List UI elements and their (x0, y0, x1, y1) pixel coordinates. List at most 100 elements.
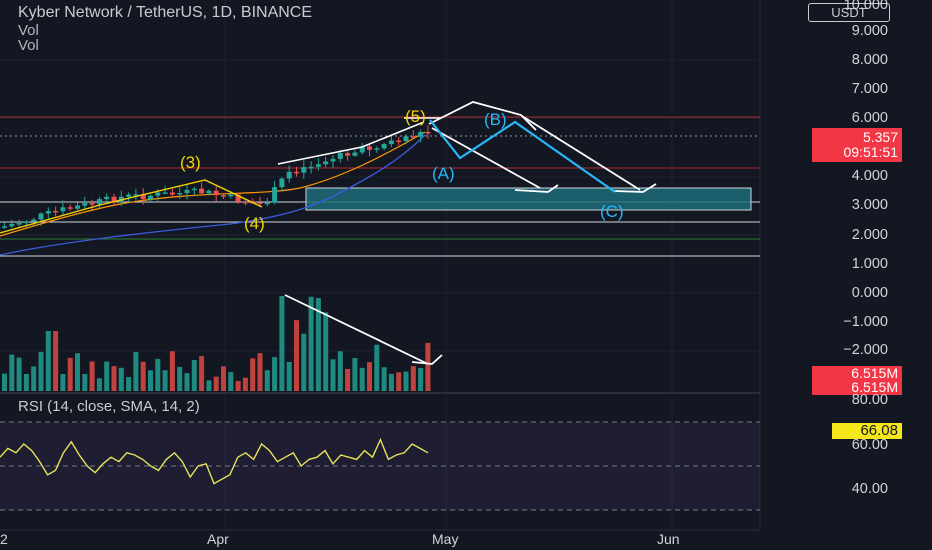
candle (272, 187, 278, 203)
volume-bar (23, 373, 29, 391)
volume-bar (16, 357, 22, 391)
candle (374, 148, 380, 150)
candle (60, 207, 66, 212)
projection-arrow-a (431, 127, 541, 189)
volume-bar (96, 378, 102, 391)
candle (264, 202, 270, 205)
wave-label-3: (3) (180, 153, 201, 172)
candle (403, 136, 409, 142)
candle (96, 199, 102, 205)
candle (308, 166, 314, 169)
candle (126, 194, 132, 197)
candle (133, 194, 139, 196)
volume-tag: 6.515M (812, 366, 902, 381)
volume-bar (315, 298, 321, 391)
candle (23, 221, 29, 224)
candle (53, 210, 59, 213)
rsi-label-60: 60.00 (851, 437, 888, 453)
x-label-day: 2 (0, 531, 8, 547)
candle (352, 152, 358, 156)
rsi-line (0, 437, 429, 485)
x-label-jun: Jun (657, 531, 680, 547)
symbol-title[interactable]: Kyber Network / TetherUS, 1D, BINANCE (18, 4, 313, 21)
volume-indicator-legend-2[interactable]: Vol (18, 37, 39, 54)
candle (228, 194, 234, 197)
last-price-tag: 5.357 (812, 128, 902, 145)
volume-bar (148, 370, 153, 391)
candle (177, 193, 183, 195)
price-label-7: 7.000 (851, 81, 888, 97)
volume-bar (286, 361, 292, 391)
candle (242, 201, 248, 204)
candle (199, 188, 205, 194)
volume-bar (337, 351, 343, 391)
volume-bar (9, 354, 15, 391)
candle (418, 131, 424, 137)
volume-arrow-head (411, 354, 443, 365)
price-label-neg2: −2.000 (843, 342, 888, 358)
volume-bar (162, 370, 168, 391)
candle (359, 146, 365, 153)
volume-bar (140, 361, 146, 391)
volume-trend-arrow (284, 294, 429, 365)
arrow-head-c (613, 183, 657, 193)
candle (45, 210, 51, 214)
wave-label-a: (A) (432, 164, 455, 183)
volume-bar (403, 371, 409, 391)
candle (323, 161, 329, 165)
price-label-4: 4.000 (851, 168, 888, 184)
volume-bar (133, 351, 139, 391)
candle (330, 158, 336, 162)
candle (2, 226, 7, 228)
candle (388, 140, 394, 145)
moving-average-blue (0, 134, 426, 256)
volume-bar (308, 296, 314, 391)
volume-bar (104, 361, 110, 391)
candle (410, 136, 416, 138)
volume-bar (169, 351, 175, 391)
price-label-2: 2.000 (851, 227, 888, 243)
candlestick-series (2, 125, 431, 229)
channel-line-2 (361, 121, 425, 148)
candle (148, 195, 153, 200)
candle (337, 153, 343, 159)
volume-bar (228, 372, 234, 391)
volume-bar (82, 373, 88, 391)
price-label-9: 9.000 (851, 23, 888, 39)
volume-bar (418, 367, 424, 391)
moving-average-orange (0, 131, 426, 237)
volume-bar (381, 367, 387, 391)
volume-bar (250, 358, 256, 391)
rsi-legend[interactable]: RSI (14, close, SMA, 14, 2) (18, 398, 200, 415)
countdown-tag: 09:51:51 (812, 145, 902, 162)
currency-button[interactable]: USDT (808, 3, 890, 22)
volume-bar (221, 366, 226, 391)
volume-tag-2: 6.515M (812, 380, 902, 395)
rsi-label-80: 80.00 (851, 392, 888, 408)
volume-bar (242, 377, 248, 391)
candle (155, 192, 161, 196)
price-label-6: 6.000 (851, 110, 888, 126)
volume-bar (38, 351, 44, 391)
x-label-may: May (432, 531, 459, 547)
candle (367, 146, 372, 150)
candle (38, 213, 44, 220)
projection-arrow-c (521, 115, 641, 191)
candle (111, 196, 117, 203)
candle (294, 171, 299, 174)
volume-bar (60, 374, 66, 391)
volume-bar (279, 296, 285, 391)
price-label-10: 10.000 (843, 0, 888, 13)
volume-bar (111, 366, 117, 391)
volume-bar (301, 333, 307, 391)
target-zone-box[interactable] (305, 187, 752, 211)
candle (221, 195, 226, 197)
volume-bar (272, 357, 278, 391)
volume-indicator-legend[interactable]: Vol (18, 22, 39, 39)
candle (206, 190, 212, 194)
volume-bar (177, 366, 183, 391)
candle (184, 189, 190, 194)
candle (301, 167, 307, 173)
candle (279, 178, 285, 188)
